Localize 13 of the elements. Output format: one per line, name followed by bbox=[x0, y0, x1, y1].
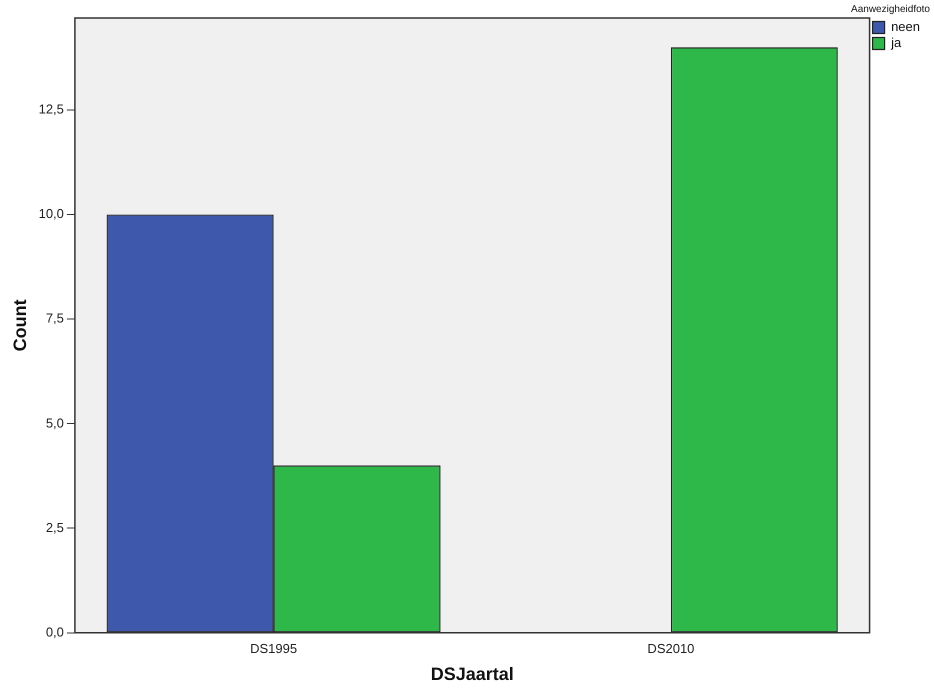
x-tick-label: DS2010 bbox=[647, 641, 694, 656]
x-tick-label: DS1995 bbox=[250, 641, 298, 656]
y-tick-label: 5,0 bbox=[46, 415, 64, 430]
y-tick-label: 12,5 bbox=[38, 102, 64, 117]
y-tick-label: 7,5 bbox=[46, 310, 64, 326]
y-tick-label: 0,0 bbox=[46, 624, 64, 640]
y-tick-label: 10,0 bbox=[38, 206, 64, 222]
y-axis-title: Count bbox=[10, 299, 30, 352]
legend-label: neen bbox=[891, 19, 920, 34]
legend-label: ja bbox=[890, 35, 902, 50]
legend-title: Aanwezigheidfoto bbox=[851, 4, 930, 15]
y-tick-label: 2,5 bbox=[46, 520, 64, 535]
x-axis-title: DSJaartal bbox=[430, 664, 514, 684]
